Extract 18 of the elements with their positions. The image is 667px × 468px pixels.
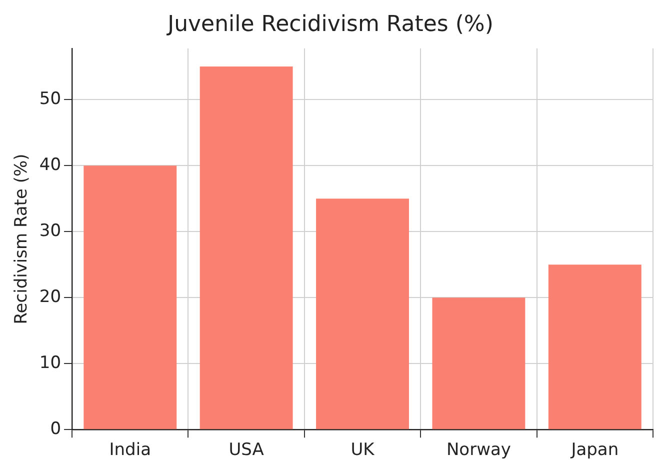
- chart-title: Juvenile Recidivism Rates (%): [166, 12, 494, 37]
- x-tick-label: Norway: [446, 440, 511, 460]
- y-tick-label: 10: [39, 353, 62, 374]
- y-axis-title: Recidivism Rate (%): [12, 154, 32, 324]
- x-tick-label: USA: [228, 440, 264, 460]
- y-tick-label: 20: [39, 287, 62, 308]
- bar: [200, 66, 293, 430]
- y-tick-label: 50: [39, 88, 62, 109]
- x-tick-label: UK: [350, 440, 376, 460]
- bar: [548, 264, 642, 430]
- y-tick-label: 40: [39, 154, 62, 175]
- y-tick-label: 30: [39, 220, 62, 241]
- x-tick-label: India: [109, 440, 151, 460]
- y-tick-label: 0: [50, 419, 62, 440]
- x-tick-label: Japan: [570, 440, 619, 460]
- bar: [432, 298, 526, 430]
- bar: [316, 198, 409, 430]
- bar: [84, 166, 177, 430]
